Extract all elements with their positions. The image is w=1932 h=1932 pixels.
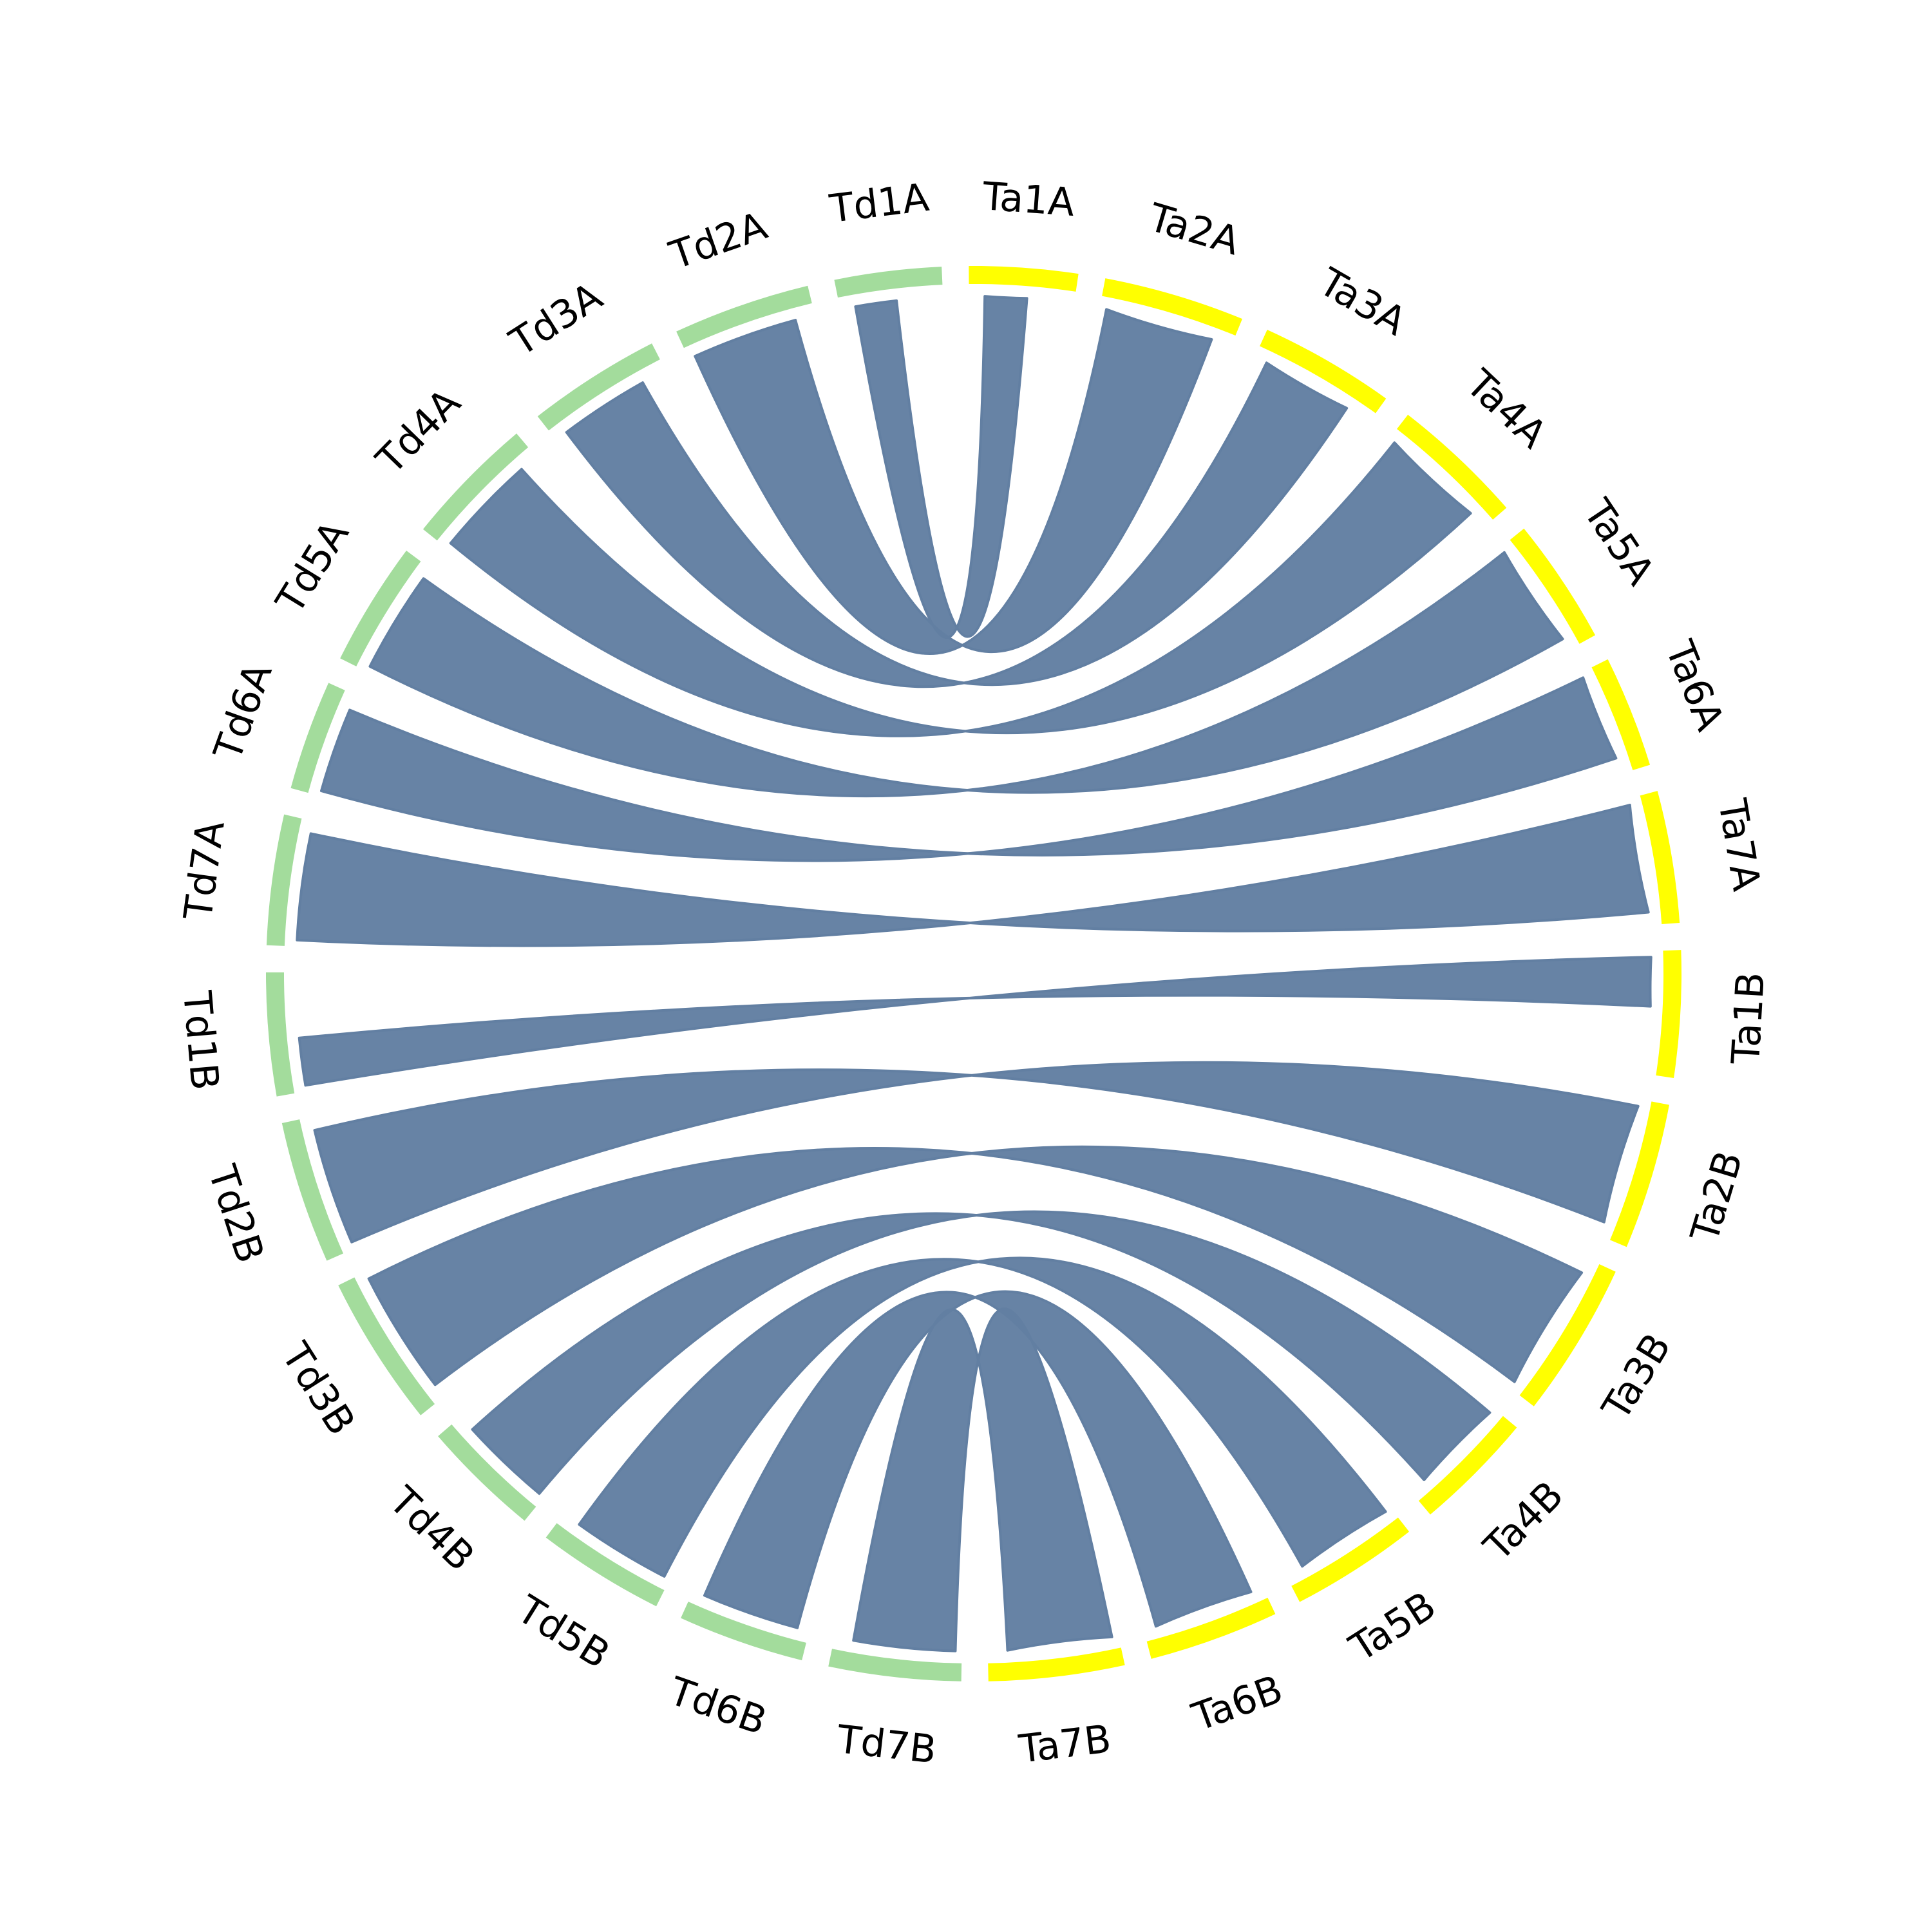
link-Td7A-Ta7A [296, 804, 1650, 947]
chromosome-label-Ta7B: Ta7B [1016, 1716, 1113, 1772]
chromosome-segment-Ta1A [969, 265, 1079, 292]
chromosome-segment-Ta3A [1260, 329, 1387, 413]
chromosome-segment-Ta5B [1291, 1517, 1410, 1602]
chromosome-segment-Ta6B [1146, 1597, 1276, 1659]
chromosome-segment-Ta7A [1640, 791, 1680, 925]
link-Td3B-Ta3B [367, 1145, 1584, 1387]
chromosome-segment-Td2A [676, 285, 812, 348]
chromosome-segment-Td5A [340, 551, 421, 667]
chromosome-label-Td1B: Td1B [174, 989, 227, 1092]
chromosome-segment-Ta2A [1102, 278, 1243, 336]
link-Td2B-Ta2B [313, 1061, 1640, 1244]
link-Td4A-Ta4A [449, 441, 1472, 737]
link-Td2A-Ta2A [694, 308, 1213, 655]
chromosome-segment-Td6B [681, 1601, 806, 1661]
ideogram-layer [265, 265, 1681, 1681]
chromosome-segment-Td4B [438, 1424, 536, 1521]
link-Td1A-Ta1A [854, 295, 1028, 639]
chromosome-segment-Td7B [828, 1649, 962, 1681]
chromosome-segment-Ta4B [1418, 1416, 1517, 1515]
link-Td3A-Ta3A [565, 361, 1349, 688]
links-layer [296, 295, 1653, 1653]
chromosome-segment-Td2B [281, 1119, 343, 1261]
link-Td6A-Ta6A [320, 676, 1618, 862]
chromosome-label-Ta1A: Ta1A [981, 174, 1076, 225]
chromosome-segment-Td3B [338, 1277, 435, 1416]
chromosome-segment-Ta3B [1519, 1264, 1616, 1406]
chromosome-segment-Ta1B [1656, 950, 1681, 1078]
link-Td4B-Ta4B [471, 1210, 1492, 1495]
chromosome-segment-Td1B [265, 972, 295, 1097]
chromosome-segment-Td7A [266, 814, 302, 946]
chromosome-segment-Ta6A [1591, 659, 1651, 770]
chromosome-segment-Td3A [537, 343, 660, 431]
chromosome-segment-Td5B [545, 1523, 665, 1607]
link-Td1B-Ta1B [298, 956, 1653, 1087]
chromosome-segment-Ta2B [1609, 1101, 1669, 1247]
chromosome-label-Ta1B: Ta1B [1723, 971, 1774, 1066]
link-Td7B-Ta7B [852, 1307, 1113, 1653]
chromosome-segment-Ta5A [1510, 528, 1596, 644]
link-Td5B-Ta5B [578, 1256, 1387, 1578]
chromosome-segment-Ta4A [1397, 415, 1507, 520]
chromosome-label-Td7B: Td7B [835, 1717, 939, 1773]
chromosome-segment-Td6A [290, 683, 345, 793]
chromosome-segment-Ta7B [988, 1647, 1125, 1681]
chromosome-segment-Td1A [834, 267, 943, 298]
link-Td5A-Ta5A [368, 551, 1564, 798]
chromosome-segment-Td4A [422, 433, 529, 541]
